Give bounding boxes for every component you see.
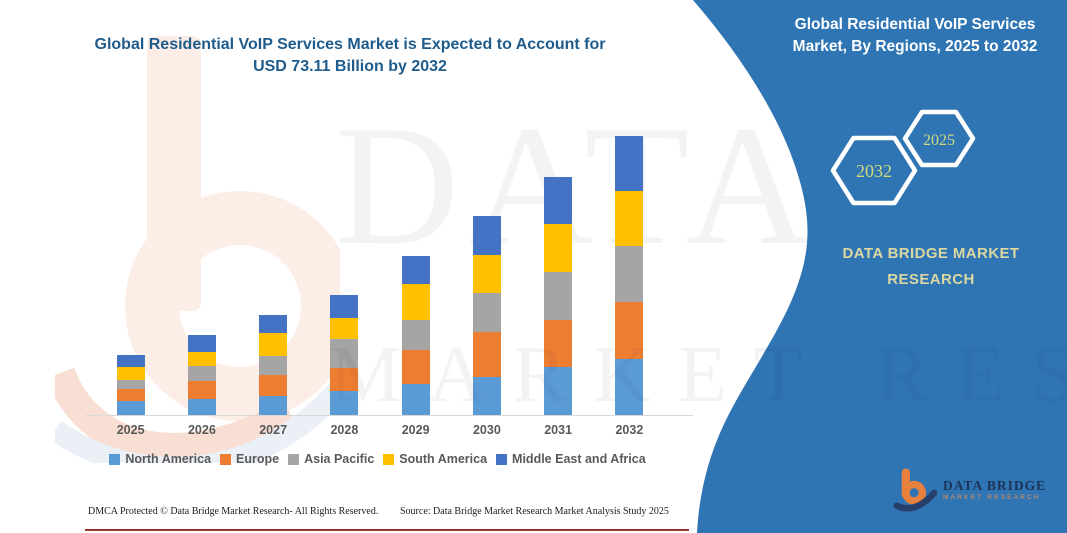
x-axis-labels: 2025 2026 2027 2028 2029 2030 2031 2032 — [95, 423, 665, 437]
legend-item-europe: Europe — [220, 452, 279, 466]
brand-text: DATA BRIDGE MARKET RESEARCH — [842, 245, 1020, 288]
bar-segment-middle-east-and-africa — [544, 176, 573, 224]
x-axis-label: 2025 — [116, 423, 145, 437]
bar-segment-middle-east-and-africa — [615, 135, 644, 192]
bar-segment-asia-pacific — [116, 379, 145, 390]
x-axis-label: 2028 — [330, 423, 359, 437]
bar-segment-middle-east-and-africa — [401, 256, 430, 284]
x-axis-label: 2026 — [187, 423, 216, 437]
bar-stack-2026 — [187, 334, 216, 415]
bar-segment-europe — [472, 331, 501, 377]
chart-title: Global Residential VoIP Services Market … — [85, 34, 615, 78]
legend-swatch-icon — [288, 453, 300, 465]
bar-segment-south-america — [330, 318, 359, 340]
bar-stack-2028 — [330, 294, 359, 415]
x-axis-label: 2031 — [544, 423, 573, 437]
bar-segment-middle-east-and-africa — [116, 354, 145, 368]
watermark-b-icon — [55, 36, 340, 463]
hexagon-2032-icon — [830, 135, 918, 206]
legend: North America Europe Asia Pacific South Ame… — [85, 452, 670, 466]
bar-segment-europe — [401, 350, 430, 385]
bar-segment-europe — [116, 389, 145, 401]
bar-segment-asia-pacific — [401, 320, 430, 351]
legend-label: Asia Pacific — [304, 452, 375, 466]
side-panel-shape — [693, 0, 1067, 533]
bar-stack-2031 — [544, 176, 573, 415]
logo-subtitle: MARKET RESEARCH — [943, 494, 1041, 501]
bar-segment-south-america — [187, 351, 216, 367]
bar-segment-north-america — [330, 391, 359, 415]
bar-segment-south-america — [401, 283, 430, 321]
bar-segment-middle-east-and-africa — [330, 294, 359, 319]
bar-stack-2032 — [615, 135, 644, 415]
bar-segment-europe — [330, 368, 359, 392]
legend-item-north-america: North America — [109, 452, 211, 466]
footer-red-line — [85, 529, 689, 531]
chart-title-line2: USD 73.11 Billion by 2032 — [253, 58, 447, 75]
bar-segment-europe — [615, 302, 644, 359]
legend-swatch-icon — [109, 453, 121, 465]
bar-segment-north-america — [116, 400, 145, 415]
legend-label: South America — [399, 452, 488, 466]
x-axis-label: 2029 — [401, 423, 430, 437]
bar-segment-asia-pacific — [259, 356, 288, 376]
bar-segment-north-america — [401, 384, 430, 415]
bar-segment-south-america — [544, 223, 573, 273]
x-axis-label: 2032 — [615, 423, 644, 437]
bar-segment-south-america — [116, 367, 145, 380]
hexagon-2032-label: 2032 — [856, 161, 892, 181]
bar-segment-asia-pacific — [615, 246, 644, 303]
bar-segment-south-america — [259, 332, 288, 357]
bar-segment-europe — [544, 319, 573, 368]
side-panel-title: Global Residential VoIP Services Market,… — [792, 16, 1038, 55]
plot-area — [95, 135, 665, 415]
legend-label: Europe — [236, 452, 280, 466]
legend-label: Middle East and Africa — [512, 452, 646, 466]
bar-segment-middle-east-and-africa — [472, 215, 501, 255]
bar-segment-north-america — [544, 367, 573, 415]
dbmr-logo: DATA BRIDGE MARKET RESEARCH — [893, 467, 1046, 513]
hexagon-badges: 2032 2025 — [830, 109, 976, 206]
footer-source-text: Source: Data Bridge Market Research Mark… — [400, 506, 669, 517]
bar-segment-north-america — [615, 358, 644, 415]
bar-segment-asia-pacific — [330, 339, 359, 369]
legend-item-middle-east-and-africa: Middle East and Africa — [496, 452, 646, 466]
bar-segment-north-america — [259, 395, 288, 415]
logo-b-icon — [893, 468, 937, 512]
x-axis-line — [85, 415, 693, 416]
logo-title: DATA BRIDGE — [943, 478, 1047, 493]
legend-swatch-icon — [383, 453, 395, 465]
bar-segment-middle-east-and-africa — [259, 314, 288, 333]
legend-swatch-icon — [496, 453, 508, 465]
legend-item-asia-pacific: Asia Pacific — [288, 452, 374, 466]
hexagon-2025-icon — [902, 109, 976, 168]
hexagon-2025-label: 2025 — [923, 132, 955, 149]
bar-segment-north-america — [472, 376, 501, 415]
bar-stack-2025 — [116, 354, 145, 415]
x-axis-label: 2030 — [472, 423, 501, 437]
legend-label: North America — [125, 452, 212, 466]
chart-title-line1: Global Residential VoIP Services Market … — [94, 36, 606, 53]
bar-stack-2027 — [259, 314, 288, 415]
bar-segment-middle-east-and-africa — [187, 334, 216, 352]
legend-swatch-icon — [220, 453, 232, 465]
legend-item-south-america: South America — [383, 452, 487, 466]
bar-segment-north-america — [187, 399, 216, 415]
bar-segment-europe — [259, 375, 288, 396]
x-axis-label: 2027 — [259, 423, 288, 437]
bar-segment-asia-pacific — [472, 293, 501, 332]
footer-dmca-text: DMCA Protected © Data Bridge Market Rese… — [88, 506, 379, 517]
bar-stack-2029 — [401, 256, 430, 415]
bar-segment-asia-pacific — [187, 366, 216, 382]
bar-segment-south-america — [615, 191, 644, 247]
bar-segment-asia-pacific — [544, 272, 573, 320]
bar-stack-2030 — [472, 215, 501, 415]
bar-segment-south-america — [472, 254, 501, 293]
bar-segment-europe — [187, 381, 216, 400]
